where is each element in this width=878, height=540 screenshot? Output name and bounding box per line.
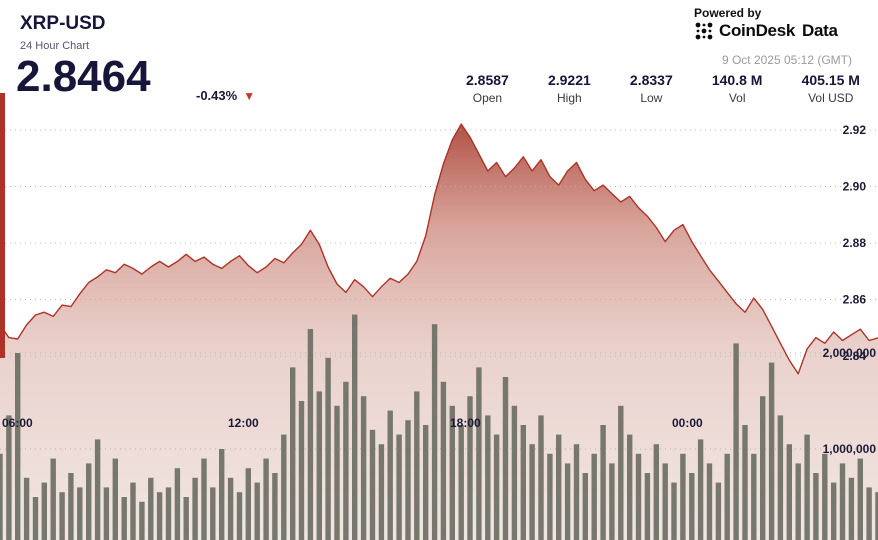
coindesk-data-logo[interactable]: CoinDesk Data	[694, 21, 838, 41]
price-change-value: -0.43%	[196, 88, 238, 103]
svg-text:06:00: 06:00	[2, 416, 33, 430]
svg-text:2.86: 2.86	[843, 293, 867, 307]
stat-low-value: 2.8337	[629, 72, 673, 88]
price-change: -0.43% ▼	[196, 88, 255, 103]
svg-text:2,000,000: 2,000,000	[823, 346, 877, 360]
stat-low-label: Low	[640, 91, 663, 105]
svg-text:2.84: 2.84	[843, 349, 867, 363]
brand-coindesk-label: CoinDesk	[719, 21, 796, 40]
down-triangle-icon: ▼	[243, 88, 256, 103]
stat-volume-value: 140.8 M	[711, 72, 763, 88]
stats-row: 2.8587 Open 2.9221 High 2.8337 Low 140.8…	[466, 72, 860, 105]
stat-low: 2.8337 Low	[630, 72, 673, 105]
stat-high-value: 2.9221	[547, 72, 591, 88]
timestamp: 9 Oct 2025 05:12 (GMT)	[721, 53, 852, 67]
stat-volume-label: Vol	[728, 91, 746, 105]
stat-volume-usd: 405.15 M Vol USD	[802, 72, 860, 105]
current-price: 2.8464	[16, 52, 151, 101]
svg-text:2.92: 2.92	[843, 123, 867, 137]
stat-volume: 140.8 M Vol	[712, 72, 763, 105]
stat-open-label: Open	[472, 91, 503, 105]
stat-volume-usd-value: 405.15 M	[801, 72, 860, 88]
svg-text:1,000,000: 1,000,000	[823, 442, 877, 456]
chart-subtitle: 24 Hour Chart	[20, 40, 90, 52]
stat-high-label: High	[557, 91, 582, 105]
stat-volume-usd-label: Vol USD	[808, 91, 854, 105]
powered-by-label: Powered by	[694, 6, 762, 20]
svg-text:2.90: 2.90	[843, 180, 867, 194]
stat-open: 2.8587 Open	[466, 72, 509, 105]
symbol-title: XRP-USD	[20, 13, 106, 34]
coindesk-logo-icon	[694, 21, 714, 41]
brand-data-label: Data	[802, 21, 838, 40]
stat-open-value: 2.8587	[466, 72, 509, 88]
stat-high: 2.9221 High	[548, 72, 591, 105]
svg-text:18:00: 18:00	[450, 416, 481, 430]
svg-text:2.88: 2.88	[843, 236, 867, 250]
svg-text:00:00: 00:00	[672, 416, 703, 430]
svg-text:12:00: 12:00	[228, 416, 259, 430]
